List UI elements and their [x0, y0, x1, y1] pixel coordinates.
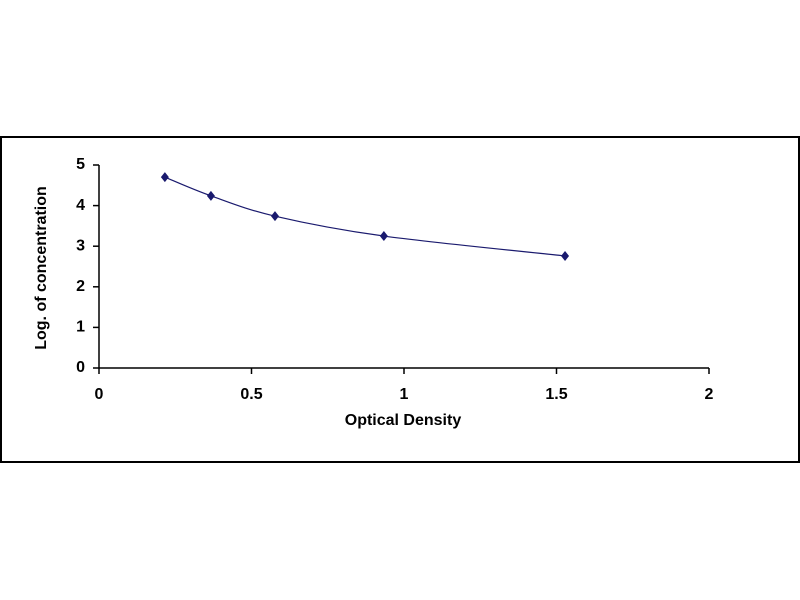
curve [164, 176, 566, 257]
chart-frame [0, 136, 800, 463]
y-tick-label: 5 [76, 156, 85, 173]
point [561, 250, 570, 261]
x-tick-label: 2 [705, 386, 714, 403]
x-tick-label: 1 [400, 386, 409, 403]
y-tick-label: 3 [76, 237, 85, 254]
y-axis-label: Log. of concentration [33, 186, 50, 350]
x-tick-label: 1.5 [545, 386, 567, 403]
point [379, 231, 388, 242]
y-tick-label: 1 [76, 319, 85, 336]
point [270, 211, 279, 222]
y-tick-label: 2 [76, 278, 85, 295]
x-tick-label: 0 [95, 386, 104, 403]
y-tick-label: 0 [76, 359, 85, 376]
x-tick-label: 0.5 [240, 386, 262, 403]
point [160, 172, 169, 183]
x-axis-label: Optical Density [345, 412, 462, 429]
point [206, 190, 215, 201]
y-tick-label: 4 [76, 197, 85, 214]
